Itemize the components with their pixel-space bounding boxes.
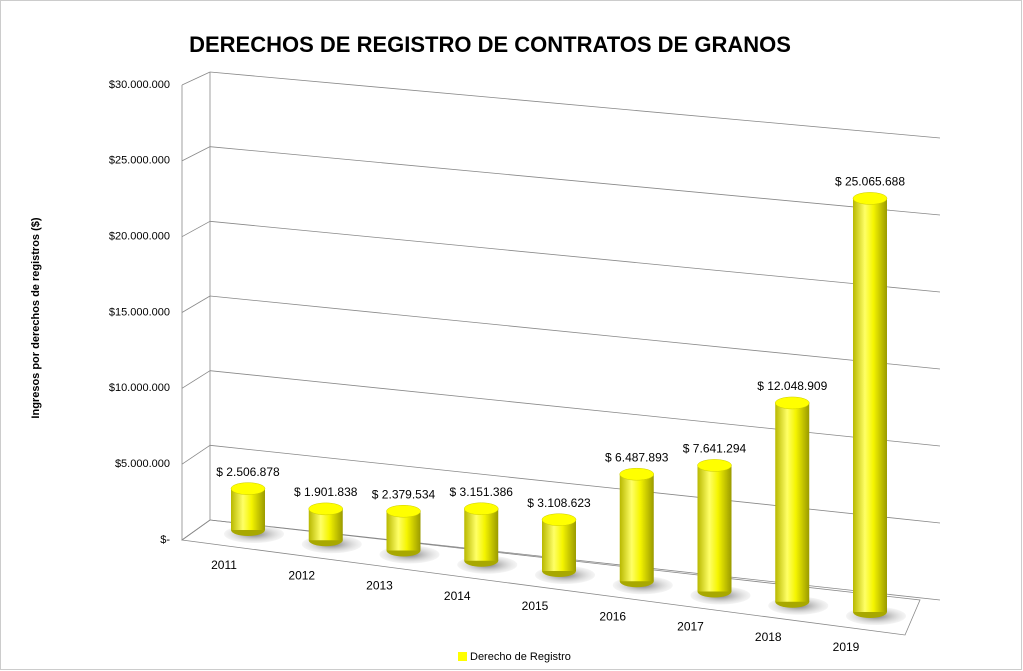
tick-connector — [181, 71, 211, 86]
grid-line — [209, 71, 941, 139]
grid-line — [209, 220, 941, 293]
x-tick-label: 2017 — [677, 620, 704, 634]
x-tick-label: 2016 — [599, 609, 626, 623]
bar — [231, 488, 265, 530]
bar — [697, 465, 732, 592]
bar-top — [697, 459, 732, 472]
y-tick-label: $5.000.000 — [115, 458, 170, 470]
data-label: $ 3.108.623 — [527, 496, 591, 510]
x-tick-label: 2015 — [522, 599, 549, 613]
y-tick-label: $- — [160, 534, 170, 546]
bar — [619, 474, 654, 582]
y-tick-label: $30.000.000 — [109, 79, 170, 91]
bar — [853, 198, 887, 613]
data-label: $ 6.487.893 — [605, 450, 669, 464]
data-label: $ 2.506.878 — [216, 465, 280, 479]
y-tick-label: $20.000.000 — [109, 231, 170, 243]
bar — [542, 519, 576, 571]
bar-top — [775, 396, 810, 410]
grid-line — [209, 295, 941, 370]
bar — [775, 402, 810, 602]
grid-line — [209, 370, 941, 447]
bar-top — [852, 192, 888, 205]
x-tick-label: 2014 — [444, 589, 471, 603]
grid-line — [209, 146, 941, 216]
legend-swatch — [458, 652, 467, 661]
x-tick-label: 2018 — [755, 630, 782, 644]
x-tick-label: 2012 — [288, 568, 315, 582]
bar-top — [386, 504, 421, 518]
bar-top — [230, 482, 266, 495]
y-tick-label: $25.000.000 — [109, 155, 170, 167]
x-tick-label: 2011 — [211, 558, 237, 572]
bar-top — [308, 502, 343, 516]
legend-label: Derecho de Registro — [470, 651, 571, 663]
bar — [464, 508, 499, 561]
x-tick-label: 2013 — [366, 579, 393, 593]
tick-connector — [181, 220, 211, 238]
tick-connector — [181, 519, 211, 541]
tick-connector — [181, 370, 211, 389]
data-label: $ 25.065.688 — [835, 175, 905, 189]
grid-line — [209, 444, 941, 524]
tick-connector — [181, 295, 211, 313]
data-label: $ 3.151.386 — [450, 485, 514, 499]
bar — [386, 511, 421, 551]
x-tick-label: 2019 — [833, 640, 860, 654]
data-label: $ 1.901.838 — [294, 485, 358, 499]
y-axis-label: Ingresos por derechos de registros ($) — [30, 217, 42, 418]
data-label: $ 2.379.534 — [372, 487, 436, 501]
data-label: $ 12.048.909 — [757, 379, 827, 393]
data-label: $ 7.641.294 — [683, 442, 747, 456]
bar-top — [541, 513, 577, 526]
chart-title: DERECHOS DE REGISTRO DE CONTRATOS DE GRA… — [189, 32, 791, 57]
bar-top — [464, 502, 499, 516]
y-tick-label: $15.000.000 — [109, 306, 170, 318]
bar-top — [619, 467, 654, 481]
tick-connector — [181, 146, 211, 162]
y-tick-label: $10.000.000 — [109, 382, 170, 394]
tick-connector — [181, 445, 211, 465]
